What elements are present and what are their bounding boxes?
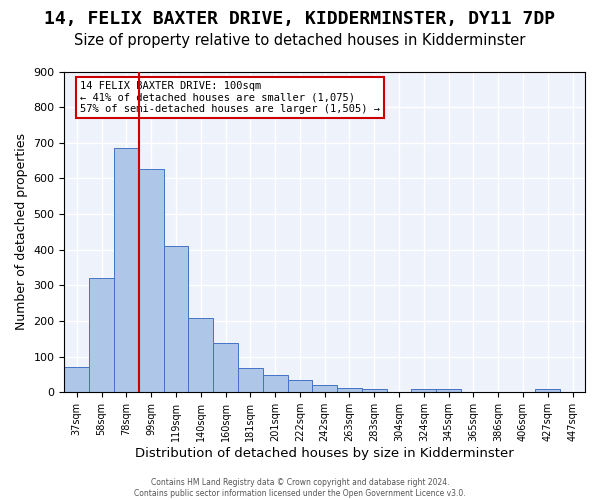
- Bar: [362, 388, 386, 392]
- Bar: [139, 170, 164, 392]
- Bar: [188, 318, 213, 392]
- Bar: [238, 368, 263, 392]
- Bar: [64, 366, 89, 392]
- Bar: [436, 390, 461, 392]
- Bar: [114, 148, 139, 392]
- Bar: [412, 390, 436, 392]
- Text: Size of property relative to detached houses in Kidderminster: Size of property relative to detached ho…: [74, 32, 526, 48]
- Bar: [287, 380, 313, 392]
- Text: 14 FELIX BAXTER DRIVE: 100sqm
← 41% of detached houses are smaller (1,075)
57% o: 14 FELIX BAXTER DRIVE: 100sqm ← 41% of d…: [80, 81, 380, 114]
- Bar: [337, 388, 362, 392]
- X-axis label: Distribution of detached houses by size in Kidderminster: Distribution of detached houses by size …: [136, 447, 514, 460]
- Bar: [263, 375, 287, 392]
- Bar: [313, 385, 337, 392]
- Text: 14, FELIX BAXTER DRIVE, KIDDERMINSTER, DY11 7DP: 14, FELIX BAXTER DRIVE, KIDDERMINSTER, D…: [44, 10, 556, 28]
- Bar: [213, 343, 238, 392]
- Text: Contains HM Land Registry data © Crown copyright and database right 2024.
Contai: Contains HM Land Registry data © Crown c…: [134, 478, 466, 498]
- Y-axis label: Number of detached properties: Number of detached properties: [15, 134, 28, 330]
- Bar: [535, 390, 560, 392]
- Bar: [164, 246, 188, 392]
- Bar: [89, 278, 114, 392]
